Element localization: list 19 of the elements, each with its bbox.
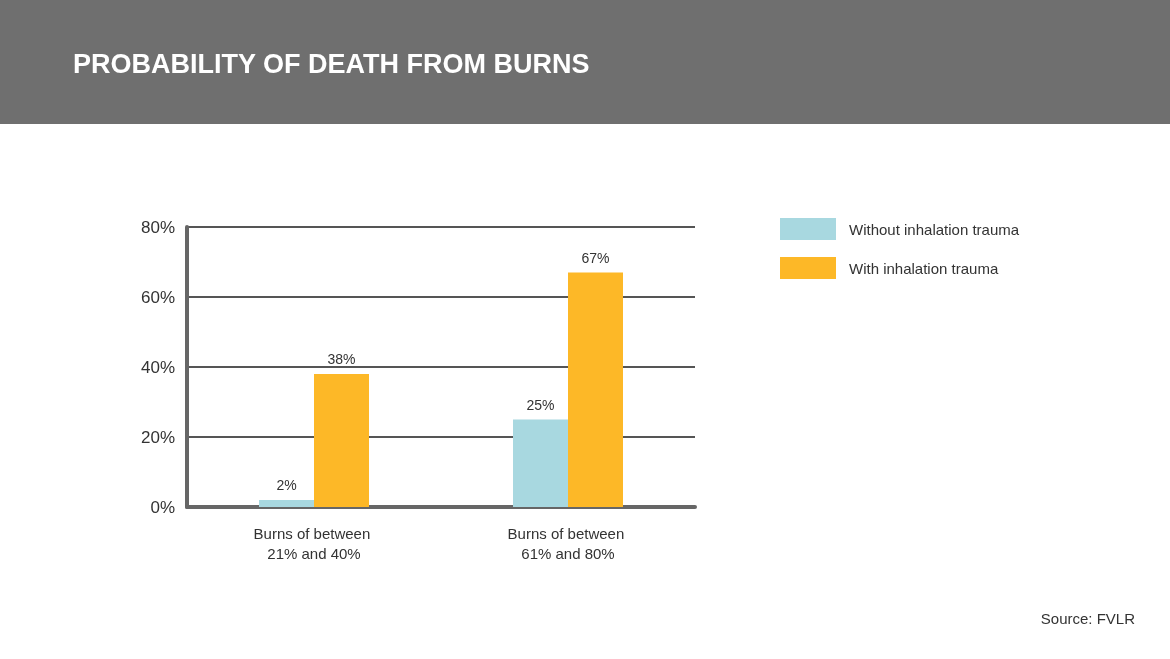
chart-title: PROBABILITY OF DEATH FROM BURNS [73,48,590,79]
text: 25% [526,396,555,413]
bar [259,500,314,507]
text: 67% [581,249,610,266]
x-tick-label: Burns of between 61% and 80% [507,524,629,562]
x-tick-label: Burns of between 21% and 40% [253,524,375,562]
text: 2% [276,477,297,493]
y-tick-label: 60% [140,287,175,307]
y-tick-label: 80% [140,217,175,237]
bar [513,419,568,507]
y-tick-label: 20% [140,427,175,447]
text: 38% [327,351,356,367]
y-tick-label: 40% [140,357,175,377]
source-note: Source: FVLR [1040,610,1136,627]
bar [314,374,369,507]
bar [568,272,623,507]
y-tick-label: 0% [150,497,175,517]
legend-label: With inhalation trauma [849,259,999,277]
legend-label: Without inhalation trauma [849,220,1020,238]
